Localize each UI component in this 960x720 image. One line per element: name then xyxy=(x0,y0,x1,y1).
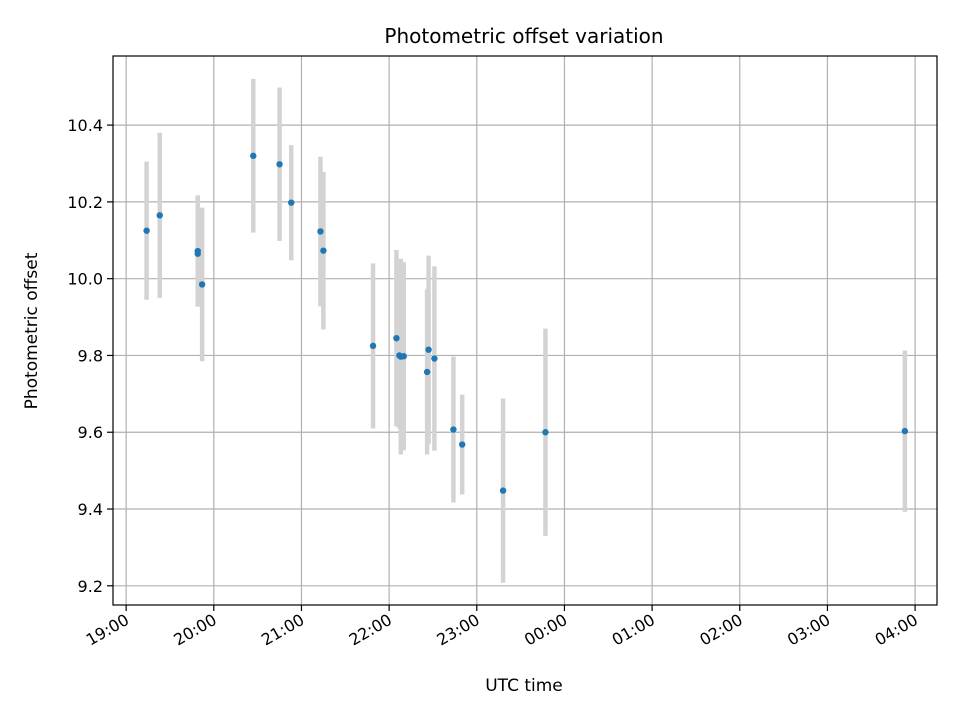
data-point xyxy=(499,487,507,494)
x-tick-label: 19:00 xyxy=(83,610,132,650)
y-tick-label: 10.4 xyxy=(67,116,103,135)
error-bars xyxy=(144,79,908,583)
data-point xyxy=(250,152,257,160)
y-gridlines xyxy=(113,124,937,587)
x-tick-label: 00:00 xyxy=(521,610,570,650)
data-point xyxy=(901,427,909,435)
x-tick-label: 23:00 xyxy=(433,610,482,650)
x-tick-label: 02:00 xyxy=(696,610,745,650)
y-tick-label: 9.6 xyxy=(78,423,103,442)
data-point xyxy=(276,161,283,168)
x-axis-label: UTC time xyxy=(485,676,563,696)
data-point xyxy=(156,212,163,219)
data-point xyxy=(194,250,201,257)
y-tick-label: 9.8 xyxy=(78,346,103,365)
data-point xyxy=(458,441,466,448)
data-point xyxy=(317,228,324,235)
data-point xyxy=(400,353,407,360)
x-tick-label: 21:00 xyxy=(258,610,307,650)
x-tick-label: 22:00 xyxy=(346,610,395,650)
x-gridlines xyxy=(125,56,916,605)
x-axis-ticks: 19:00 20:00 21:00 22:00 23:00 00:00 01:00 02:00… xyxy=(83,605,921,650)
y-axis-ticks: 9.2 9.4 9.6 9.8 10.0 10.2 10.4 xyxy=(67,116,113,596)
y-tick-label: 9.2 xyxy=(78,577,103,596)
y-axis-label: Photometric offset xyxy=(22,252,42,409)
x-tick-label: 20:00 xyxy=(170,610,219,650)
data-point xyxy=(320,247,327,254)
data-point xyxy=(425,346,432,353)
data-point xyxy=(288,199,295,206)
data-point xyxy=(198,281,206,288)
x-tick-label: 04:00 xyxy=(872,610,921,650)
data-point xyxy=(393,334,400,342)
data-point xyxy=(542,429,549,436)
chart-title: Photometric offset variation xyxy=(384,24,663,48)
data-points xyxy=(143,152,909,494)
y-tick-label: 10.2 xyxy=(67,193,103,212)
plot-frame xyxy=(112,55,938,606)
y-tick-label: 10.0 xyxy=(67,270,103,289)
data-point xyxy=(143,227,150,234)
data-point xyxy=(431,355,438,362)
data-point xyxy=(423,368,431,376)
data-point xyxy=(369,342,377,350)
x-tick-label: 03:00 xyxy=(784,610,833,650)
x-tick-label: 01:00 xyxy=(609,610,658,650)
y-tick-label: 9.4 xyxy=(78,500,103,519)
data-point xyxy=(450,426,457,433)
